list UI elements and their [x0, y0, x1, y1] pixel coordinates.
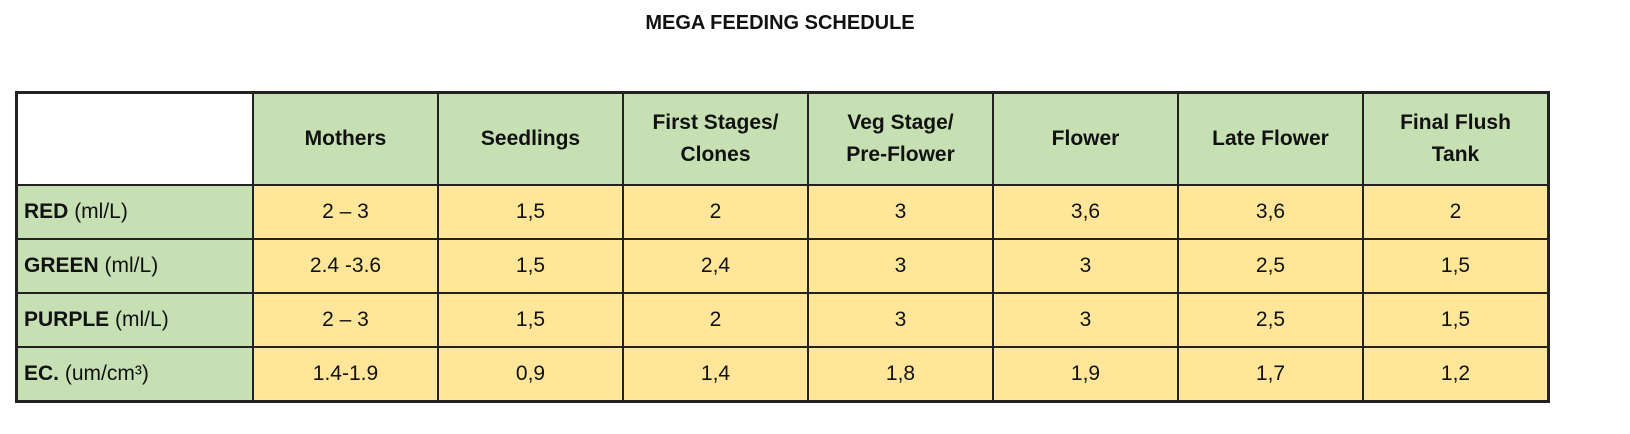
table-row: EC. (um/cm³) 1.4-1.9 0,9 1,4 1,8 1,9 1,7 1,2 [15, 346, 1550, 403]
column-header-line: Mothers [304, 127, 387, 150]
column-header-line: Clones [680, 143, 751, 166]
column-header-line: Veg Stage/ [847, 111, 954, 134]
column-header: First Stages/Clones [622, 91, 809, 186]
column-header: Seedlings [437, 91, 624, 186]
table-cell: 2 [1362, 184, 1550, 240]
table-cell: 1,4 [622, 346, 809, 403]
table-cell: 3 [807, 292, 994, 348]
table-cell: 1,5 [1362, 292, 1550, 348]
table-cell: 2,5 [1177, 238, 1364, 294]
table-cell: 1,5 [437, 292, 624, 348]
column-header-line: Tank [1431, 143, 1480, 166]
table-cell: 2,4 [622, 238, 809, 294]
row-label: GREEN (ml/L) [15, 238, 254, 294]
table-cell: 2 [622, 292, 809, 348]
header-row: Mothers Seedlings First Stages/Clones Veg S… [16, 91, 1550, 186]
row-unit: (ml/L) [74, 200, 128, 223]
corner-cell [16, 92, 253, 186]
table-cell: 3 [807, 238, 994, 294]
table-cell: 3 [992, 292, 1179, 348]
table-cell: 2,5 [1177, 292, 1364, 348]
table-cell: 1,8 [807, 346, 994, 403]
table-cell: 1,9 [992, 346, 1179, 403]
table-cell: 3,6 [992, 184, 1179, 240]
column-header-line: First Stages/ [652, 111, 779, 134]
table-cell: 1,5 [437, 238, 624, 294]
row-unit: (um/cm³) [64, 362, 149, 385]
table-cell: 1.4-1.9 [252, 346, 439, 403]
column-header-line: Final Flush [1400, 111, 1511, 134]
table-cell: 2 [622, 184, 809, 240]
column-header-line: Flower [1051, 127, 1120, 150]
table-row: RED (ml/L) 2 – 3 1,5 2 3 3,6 3,6 2 [15, 184, 1550, 240]
feeding-schedule-table: Mothers Seedlings First Stages/Clones Veg S… [15, 91, 1550, 403]
row-name: GREEN [24, 254, 99, 277]
row-label: PURPLE (ml/L) [15, 292, 254, 348]
column-header-line: Late Flower [1212, 127, 1329, 150]
column-header: Veg Stage/Pre-Flower [807, 91, 994, 186]
column-header-line: Seedlings [480, 127, 581, 150]
table-cell: 1,5 [437, 184, 624, 240]
table-cell: 3,6 [1177, 184, 1364, 240]
table-cell: 2 – 3 [252, 292, 439, 348]
row-label: EC. (um/cm³) [15, 346, 254, 403]
table-cell: 3 [992, 238, 1179, 294]
row-name: RED [24, 200, 69, 223]
table-cell: 0,9 [437, 346, 624, 403]
column-header-line: Pre-Flower [846, 143, 955, 166]
column-header: Mothers [252, 91, 439, 186]
row-name: PURPLE [24, 308, 110, 331]
table-cell: 2 – 3 [252, 184, 439, 240]
row-label: RED (ml/L) [15, 184, 254, 240]
table-cell: 3 [807, 184, 994, 240]
row-unit: (ml/L) [104, 254, 159, 277]
row-name: EC. [24, 362, 60, 385]
table-row: GREEN (ml/L) 2.4 -3.6 1,5 2,4 3 3 2,5 1,5 [15, 238, 1550, 294]
row-unit: (ml/L) [115, 308, 169, 331]
table-row: PURPLE (ml/L) 2 – 3 1,5 2 3 3 2,5 1,5 [15, 292, 1550, 348]
page-title: MEGA FEEDING SCHEDULE [645, 12, 915, 34]
table-cell: 1,7 [1177, 346, 1364, 403]
table-cell: 1,5 [1362, 238, 1550, 294]
column-header: Late Flower [1177, 91, 1364, 186]
table-cell: 1,2 [1362, 346, 1550, 403]
column-header: Final Flush Tank [1362, 91, 1550, 186]
table-cell: 2.4 -3.6 [252, 238, 439, 294]
column-header: Flower [992, 91, 1179, 186]
